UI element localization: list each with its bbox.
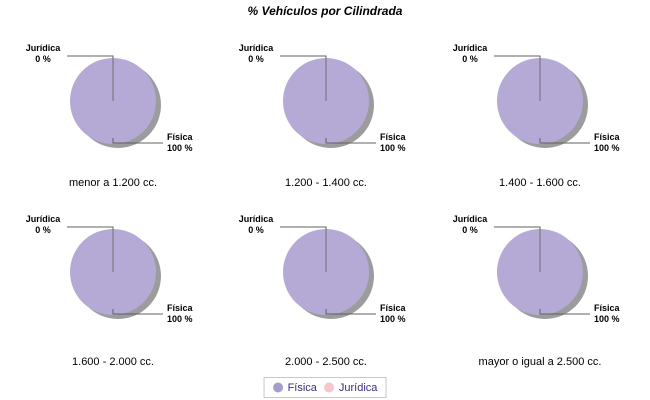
pie-chart (280, 226, 376, 319)
chart-title: % Vehículos por Cilindrada (247, 4, 403, 18)
juridica-label-name: Jurídica (25, 43, 61, 53)
juridica-swatch-circle (324, 382, 335, 393)
pie-panel-5: Jurídica 0 % Física 100 % 2.000 - 2.500 … (218, 206, 428, 371)
pie-chart (494, 226, 590, 319)
juridica-label: Jurídica 0 % (224, 214, 288, 236)
juridica-label-value: 0 % (35, 225, 51, 235)
fisica-label-value: 100 % (167, 314, 193, 324)
juridica-label-value: 0 % (248, 54, 264, 64)
juridica-label-value: 0 % (462, 54, 478, 64)
fisica-label-name: Física (167, 303, 193, 313)
juridica-label-name: Jurídica (452, 214, 488, 224)
juridica-leader-line (494, 55, 541, 59)
fisica-label-value: 100 % (594, 143, 620, 153)
pie-chart (67, 55, 163, 148)
fisica-swatch-icon (273, 382, 284, 393)
pie-panel-1: Jurídica 0 % Física 100 % menor a 1.200 … (5, 35, 215, 200)
fisica-label-value: 100 % (167, 143, 193, 153)
juridica-label-value: 0 % (35, 54, 51, 64)
juridica-swatch-icon (324, 382, 335, 393)
fisica-label: Física 100 % (594, 303, 620, 325)
fisica-leader-line (325, 309, 376, 315)
fisica-leader-line (325, 138, 376, 144)
pie-caption: 1.600 - 2.000 cc. (72, 356, 154, 368)
legend-label-fisica: Física (287, 381, 317, 394)
fisica-leader-line (112, 309, 163, 315)
fisica-label: Física 100 % (380, 132, 406, 154)
juridica-leader-line (280, 55, 327, 59)
legend: Física Jurídica (263, 377, 387, 398)
juridica-label-name: Jurídica (452, 43, 488, 53)
pie-caption: menor a 1.200 cc. (68, 177, 158, 189)
fisica-label-value: 100 % (594, 314, 620, 324)
fisica-leader-line (112, 138, 163, 144)
juridica-leader-line (494, 226, 541, 230)
fisica-label-value: 100 % (380, 314, 406, 324)
juridica-label: Jurídica 0 % (11, 43, 75, 65)
juridica-label: Jurídica 0 % (11, 214, 75, 236)
juridica-label: Jurídica 0 % (438, 214, 502, 236)
juridica-label: Jurídica 0 % (224, 43, 288, 65)
juridica-leader-line (280, 226, 327, 230)
fisica-label-name: Física (380, 303, 406, 313)
fisica-label: Física 100 % (167, 132, 193, 154)
legend-item-fisica: Física (273, 382, 317, 394)
pie-panel-3: Jurídica 0 % Física 100 % 1.400 - 1.600 … (432, 35, 642, 200)
pie-caption: 1.200 - 1.400 cc. (285, 177, 367, 189)
pie-panel-4: Jurídica 0 % Física 100 % 1.600 - 2.000 … (5, 206, 215, 371)
juridica-leader-line (67, 55, 114, 59)
fisica-label: Física 100 % (167, 303, 193, 325)
juridica-label: Jurídica 0 % (438, 43, 502, 65)
juridica-label-value: 0 % (248, 225, 264, 235)
fisica-label-value: 100 % (380, 143, 406, 153)
fisica-label: Física 100 % (594, 132, 620, 154)
legend-label-juridica: Jurídica (338, 381, 378, 394)
fisica-label-name: Física (380, 132, 406, 142)
juridica-leader-line (67, 226, 114, 230)
juridica-label-name: Jurídica (238, 214, 274, 224)
fisica-leader-line (539, 309, 590, 315)
fisica-label-name: Física (167, 132, 193, 142)
pie-caption: 2.000 - 2.500 cc. (285, 356, 367, 368)
pie-caption: 1.400 - 1.600 cc. (499, 177, 581, 189)
pie-panel-2: Jurídica 0 % Física 100 % 1.200 - 1.400 … (218, 35, 428, 200)
juridica-label-value: 0 % (462, 225, 478, 235)
pie-chart (67, 226, 163, 319)
fisica-label-name: Física (594, 132, 620, 142)
fisica-label-name: Física (594, 303, 620, 313)
juridica-label-name: Jurídica (25, 214, 61, 224)
pie-chart (494, 55, 590, 148)
juridica-label-name: Jurídica (238, 43, 274, 53)
pie-panel-6: Jurídica 0 % Física 100 % mayor o igual … (432, 206, 642, 371)
legend-item-juridica: Jurídica (324, 381, 378, 394)
fisica-swatch-circle (273, 382, 284, 393)
pie-caption: mayor o igual a 2.500 cc. (478, 356, 602, 368)
fisica-leader-line (539, 138, 590, 144)
fisica-label: Física 100 % (380, 303, 406, 325)
pie-chart (280, 55, 376, 148)
